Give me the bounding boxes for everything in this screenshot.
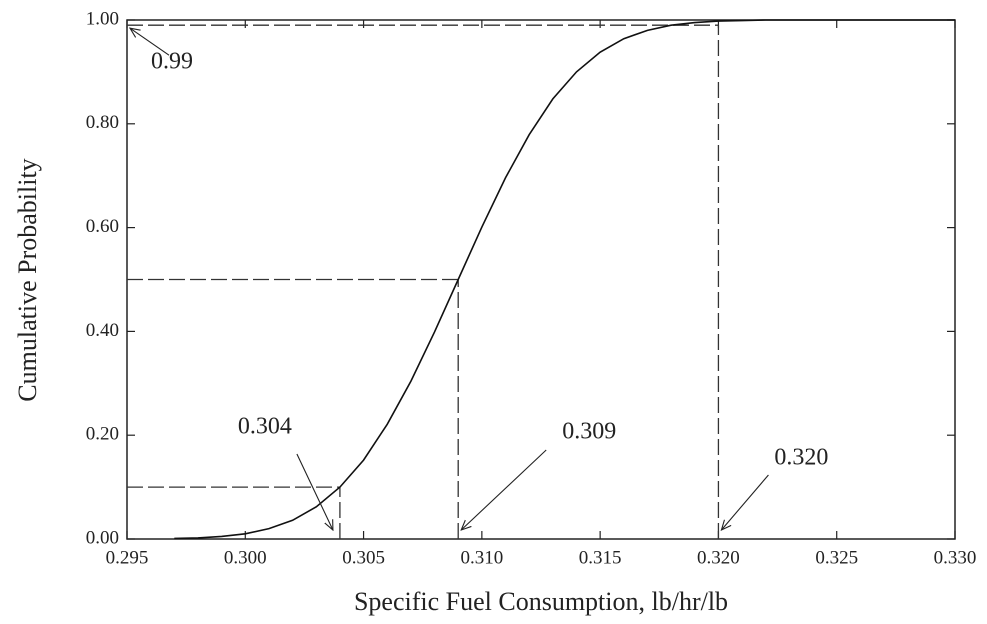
- y-tick-label: 0.60: [86, 216, 119, 237]
- annotation-arrow: [296, 453, 333, 530]
- y-tick-label: 1.00: [86, 8, 119, 29]
- cdf-line: [174, 19, 955, 540]
- x-tick-label: 0.320: [697, 547, 740, 568]
- x-tick-label: 0.325: [815, 547, 858, 568]
- x-axis-label: Specific Fuel Consumption, lb/hr/lb: [354, 587, 728, 616]
- annotation-arrow: [721, 474, 769, 530]
- y-tick-label: 0.40: [86, 320, 119, 341]
- x-tick-label: 0.300: [224, 547, 267, 568]
- annotation-label: 0.320: [774, 445, 828, 471]
- y-tick-label: 0.20: [86, 424, 119, 445]
- y-tick-label: 0.00: [86, 527, 119, 548]
- annotation-label: 0.309: [562, 419, 616, 445]
- x-tick-label: 0.305: [342, 547, 385, 568]
- y-axis-label: Cumulative Probability: [13, 158, 42, 401]
- x-tick-label: 0.315: [579, 547, 622, 568]
- annotation-label: 0.99: [151, 49, 193, 75]
- x-tick-label: 0.310: [460, 547, 503, 568]
- x-tick-label: 0.295: [106, 547, 149, 568]
- annotation-arrow: [130, 28, 170, 56]
- plot-frame: [126, 19, 956, 540]
- annotation-arrow: [461, 449, 547, 530]
- y-tick-label: 0.80: [86, 112, 119, 133]
- x-tick-label: 0.330: [934, 547, 977, 568]
- annotation-label: 0.304: [238, 414, 292, 440]
